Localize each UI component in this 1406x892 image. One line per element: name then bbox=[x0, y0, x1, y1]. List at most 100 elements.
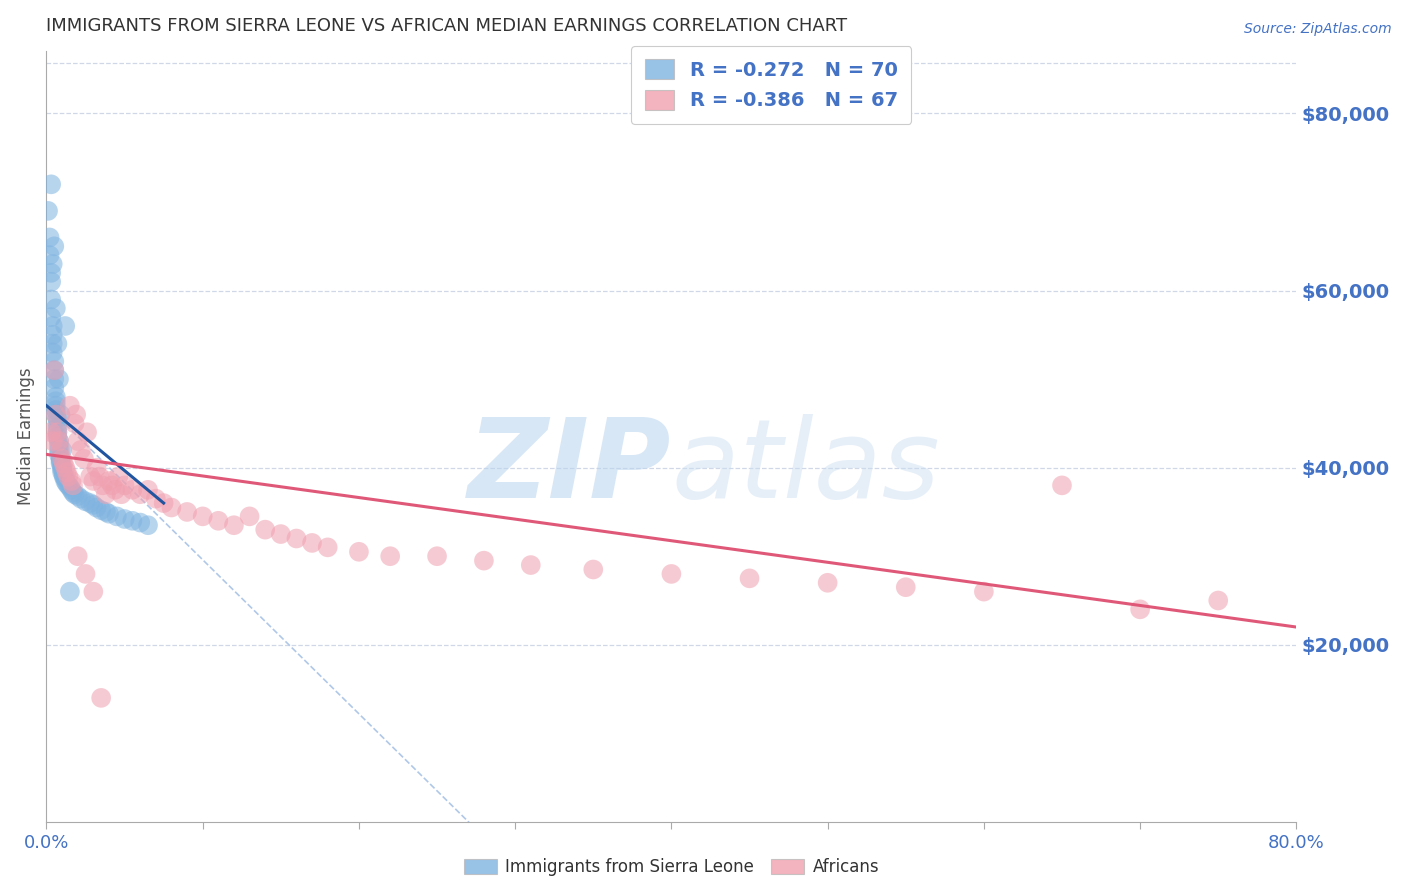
Point bbox=[82, 498, 104, 512]
Point bbox=[46, 425, 69, 440]
Point bbox=[136, 518, 159, 533]
Point bbox=[60, 483, 83, 497]
Point bbox=[44, 354, 66, 368]
Point bbox=[49, 408, 72, 422]
Text: atlas: atlas bbox=[672, 414, 941, 521]
Point bbox=[207, 514, 229, 528]
Point bbox=[41, 327, 63, 342]
Point bbox=[75, 494, 97, 508]
Point bbox=[46, 421, 69, 435]
Point bbox=[45, 408, 67, 422]
Point bbox=[89, 469, 111, 483]
Point bbox=[426, 549, 449, 564]
Point bbox=[41, 336, 63, 351]
Point bbox=[44, 363, 66, 377]
Point bbox=[48, 447, 70, 461]
Point bbox=[60, 474, 83, 488]
Point bbox=[46, 336, 69, 351]
Point bbox=[41, 345, 63, 359]
Point bbox=[39, 266, 62, 280]
Point bbox=[82, 474, 104, 488]
Point bbox=[39, 425, 62, 440]
Point bbox=[63, 417, 86, 431]
Point bbox=[45, 399, 67, 413]
Point bbox=[46, 412, 69, 426]
Point bbox=[37, 203, 59, 218]
Point bbox=[472, 554, 495, 568]
Point bbox=[44, 372, 66, 386]
Point bbox=[285, 532, 308, 546]
Point bbox=[129, 516, 152, 530]
Point bbox=[46, 417, 69, 431]
Point bbox=[104, 483, 127, 497]
Point bbox=[1050, 478, 1073, 492]
Point bbox=[46, 430, 69, 444]
Point bbox=[49, 456, 72, 470]
Point bbox=[110, 487, 132, 501]
Point bbox=[1129, 602, 1152, 616]
Point bbox=[520, 558, 543, 572]
Point bbox=[582, 562, 605, 576]
Point bbox=[380, 549, 402, 564]
Point bbox=[316, 541, 339, 555]
Point bbox=[107, 469, 129, 483]
Point bbox=[160, 500, 183, 515]
Point bbox=[270, 527, 292, 541]
Point bbox=[239, 509, 262, 524]
Point bbox=[66, 434, 89, 449]
Point bbox=[38, 248, 60, 262]
Point bbox=[69, 491, 91, 506]
Point bbox=[49, 451, 72, 466]
Point bbox=[39, 275, 62, 289]
Point bbox=[738, 571, 761, 585]
Point bbox=[48, 438, 70, 452]
Point bbox=[39, 293, 62, 307]
Point bbox=[254, 523, 277, 537]
Point bbox=[51, 442, 73, 457]
Point bbox=[41, 257, 63, 271]
Point bbox=[65, 408, 87, 422]
Point bbox=[48, 434, 70, 449]
Point bbox=[79, 469, 101, 483]
Point bbox=[152, 496, 174, 510]
Point bbox=[55, 476, 77, 491]
Point bbox=[51, 458, 73, 473]
Legend: Immigrants from Sierra Leone, Africans: Immigrants from Sierra Leone, Africans bbox=[457, 852, 886, 883]
Point bbox=[1206, 593, 1229, 607]
Point bbox=[98, 507, 121, 521]
Point bbox=[105, 509, 128, 524]
Point bbox=[114, 478, 136, 492]
Point bbox=[73, 451, 96, 466]
Point bbox=[41, 434, 63, 449]
Point bbox=[53, 471, 76, 485]
Point bbox=[86, 500, 108, 515]
Point bbox=[41, 318, 63, 333]
Point bbox=[51, 451, 73, 466]
Point bbox=[90, 503, 112, 517]
Point bbox=[62, 478, 84, 492]
Point bbox=[129, 487, 152, 501]
Point bbox=[136, 483, 159, 497]
Point bbox=[52, 469, 75, 483]
Point bbox=[52, 467, 75, 482]
Point bbox=[45, 301, 67, 316]
Point bbox=[76, 425, 98, 440]
Point bbox=[121, 514, 143, 528]
Point bbox=[53, 318, 76, 333]
Point bbox=[222, 518, 245, 533]
Point bbox=[347, 545, 370, 559]
Point bbox=[86, 460, 108, 475]
Point bbox=[82, 584, 104, 599]
Point bbox=[59, 399, 82, 413]
Point bbox=[44, 363, 66, 377]
Point bbox=[51, 462, 73, 476]
Point bbox=[59, 480, 82, 494]
Point bbox=[894, 580, 917, 594]
Point bbox=[55, 465, 77, 479]
Point bbox=[75, 566, 97, 581]
Point bbox=[817, 575, 839, 590]
Text: Source: ZipAtlas.com: Source: ZipAtlas.com bbox=[1244, 22, 1392, 37]
Point bbox=[44, 381, 66, 395]
Point bbox=[46, 425, 69, 440]
Point bbox=[66, 489, 89, 503]
